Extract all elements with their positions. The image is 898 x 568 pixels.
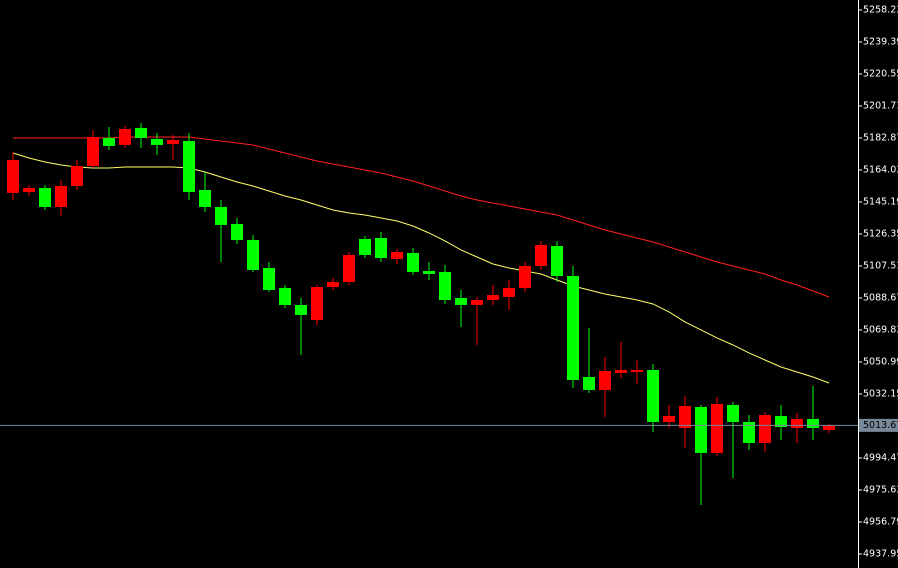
last-price-label: 5013.67	[863, 420, 898, 431]
y-tick-label: 5069.83	[863, 324, 898, 335]
y-tick-label: 5032.15	[863, 388, 898, 399]
candle-body	[695, 406, 707, 453]
candle-body	[23, 187, 35, 192]
y-tick-label: 4975.63	[863, 484, 898, 495]
candle-body	[503, 287, 515, 297]
y-tick-label: 5107.51	[863, 260, 898, 271]
candle-body	[423, 270, 435, 274]
candle-body	[823, 425, 835, 430]
candle-body	[487, 294, 499, 300]
candle-body	[647, 369, 659, 422]
candle-body	[71, 165, 83, 186]
candle-body	[327, 281, 339, 287]
candle-body	[311, 286, 323, 320]
candle-body	[615, 369, 627, 373]
candle-body	[551, 245, 563, 276]
candle-body	[679, 405, 691, 428]
y-tick-label: 5239.39	[863, 36, 898, 47]
candle-body	[583, 376, 595, 390]
candle-body	[471, 299, 483, 305]
y-tick-label: 5201.71	[863, 100, 898, 111]
last-price-box	[859, 418, 898, 432]
candle-body	[567, 275, 579, 380]
candle-body	[343, 254, 355, 282]
candle-body	[759, 414, 771, 443]
candle-body	[775, 415, 787, 427]
candle-body	[135, 127, 147, 138]
candle-body	[711, 403, 723, 453]
candle-body	[439, 271, 451, 300]
candle-body	[103, 137, 115, 146]
candle-body	[55, 185, 67, 207]
candle-body	[599, 370, 611, 390]
candle-body	[39, 187, 51, 207]
candle-body	[167, 139, 179, 144]
candle-body	[663, 415, 675, 422]
y-tick-label: 5164.03	[863, 164, 898, 175]
candle-body	[455, 297, 467, 305]
candle-body	[743, 421, 755, 443]
y-tick-label: 4956.79	[863, 516, 898, 527]
candle-body	[119, 128, 131, 145]
candle-body	[263, 267, 275, 290]
candle-body	[231, 223, 243, 240]
candle-body	[247, 239, 259, 270]
candle-body	[407, 252, 419, 272]
candle-body	[359, 238, 371, 255]
y-tick-label: 4994.47	[863, 452, 898, 463]
y-tick-label: 5182.87	[863, 132, 898, 143]
candle-body	[391, 251, 403, 259]
y-tick-label: 5220.55	[863, 68, 898, 79]
y-tick-label: 5050.99	[863, 356, 898, 367]
candle-body	[519, 265, 531, 288]
candle-body	[215, 206, 227, 225]
candle-body	[791, 418, 803, 428]
candle-body	[183, 140, 195, 192]
candle-body	[535, 244, 547, 266]
y-tick-label: 5088.67	[863, 292, 898, 303]
candle-body	[375, 237, 387, 258]
y-tick-label: 5126.35	[863, 228, 898, 239]
candle-body	[807, 418, 819, 428]
candle-body	[7, 159, 19, 193]
candle-body	[295, 304, 307, 315]
y-tick-label: 5258.23	[863, 4, 898, 15]
y-tick-label: 5145.19	[863, 196, 898, 207]
candle-body	[727, 404, 739, 422]
candle-body	[279, 287, 291, 305]
candle-body	[87, 136, 99, 166]
y-tick-label: 4937.95	[863, 548, 898, 559]
candle-body	[631, 369, 643, 372]
candle-body	[151, 138, 163, 145]
moving-average	[12, 152, 830, 384]
candle-body	[199, 189, 211, 207]
moving-average	[13, 136, 830, 298]
